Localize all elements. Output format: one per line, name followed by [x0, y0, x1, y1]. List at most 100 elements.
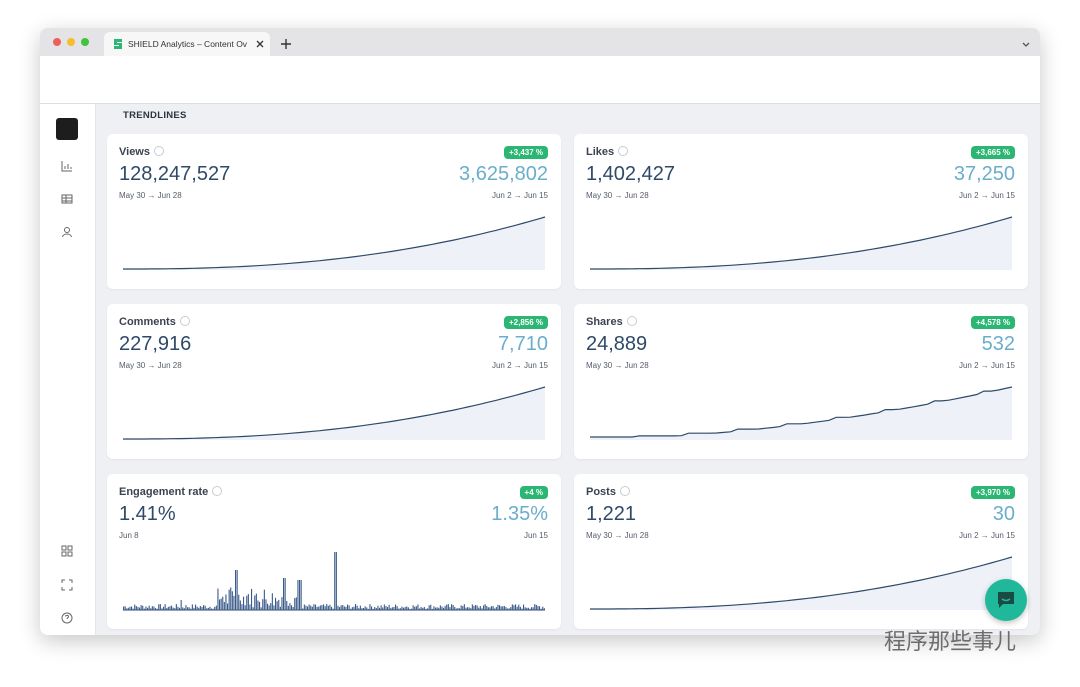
change-badge: +4 %	[519, 486, 548, 499]
spark-bar	[246, 595, 248, 610]
browser-window: SHIELD Analytics – Content Ov TRENDLINES…	[40, 28, 1040, 635]
spark-bar	[311, 606, 313, 610]
spark-bar	[385, 606, 387, 610]
spark-bar	[260, 607, 262, 610]
spark-bar	[267, 603, 269, 610]
section-title: TRENDLINES	[123, 110, 187, 121]
spark-bar	[291, 605, 293, 610]
spark-bar	[185, 605, 187, 610]
spark-bar	[419, 608, 421, 610]
spark-bar	[443, 607, 445, 610]
minimize-button[interactable]	[67, 38, 75, 46]
spark-bar	[227, 603, 229, 610]
spark-bar	[321, 605, 323, 610]
spark-bar	[287, 605, 289, 610]
sidebar	[40, 104, 96, 635]
metric-card: Engagement rate 1.41% 1.35% +4 % Jun 8 Jun 15	[107, 474, 561, 629]
nav-chart-icon[interactable]	[61, 160, 73, 172]
spark-bar	[318, 606, 320, 610]
spark-bar	[281, 597, 283, 610]
spark-bar	[222, 596, 224, 610]
spark-bar	[422, 607, 424, 610]
change-badge: +3,665 %	[970, 146, 1015, 159]
spark-bar	[435, 607, 437, 610]
nav-table-icon[interactable]	[61, 193, 73, 205]
chat-icon	[998, 592, 1014, 608]
spark-bar	[526, 607, 528, 610]
spark-bar	[361, 608, 363, 610]
spark-bar	[431, 608, 433, 610]
metric-name: Shares	[586, 316, 623, 328]
tab-title: SHIELD Analytics – Content Ov	[128, 39, 248, 49]
spark-bar	[374, 607, 376, 610]
tab-close[interactable]	[256, 40, 264, 48]
spark-bar	[135, 606, 137, 610]
spark-bar	[515, 604, 517, 610]
sparkline	[123, 552, 545, 611]
spark-bar	[505, 607, 507, 610]
spark-bar	[289, 603, 291, 610]
spark-bar	[375, 608, 377, 610]
spark-bar	[230, 587, 232, 610]
spark-bar	[337, 605, 339, 610]
sparkline-line	[123, 216, 546, 270]
metric-name: Views	[119, 146, 150, 158]
spark-bar	[502, 606, 504, 610]
spark-bar	[423, 607, 425, 610]
change-badge: +2,856 %	[503, 316, 548, 329]
spark-bar	[398, 608, 400, 610]
fullscreen-icon[interactable]	[61, 579, 73, 591]
maximize-button[interactable]	[81, 38, 89, 46]
spark-bar	[462, 606, 464, 610]
total-value: 1.41%	[119, 503, 176, 525]
spark-bar	[299, 580, 301, 610]
spark-bar	[524, 607, 526, 610]
spark-bar	[428, 605, 430, 610]
spark-bar	[473, 605, 475, 610]
spark-bar	[492, 606, 494, 610]
spark-bar	[430, 604, 432, 610]
spark-bar	[252, 607, 254, 610]
new-tab-button[interactable]	[280, 38, 292, 50]
close-button[interactable]	[53, 38, 61, 46]
spark-bar	[507, 608, 509, 610]
spark-bar	[484, 604, 486, 610]
spark-bar	[303, 604, 305, 610]
spark-bar	[286, 600, 288, 610]
metric-label: Views	[119, 146, 164, 158]
sparkline-line	[590, 556, 1013, 610]
recent-range: Jun 15	[523, 531, 548, 540]
sparkline-area	[590, 557, 1012, 610]
spark-bar	[340, 605, 342, 610]
sparkline	[123, 216, 546, 270]
spark-bar	[131, 606, 133, 610]
spark-bar	[270, 603, 272, 610]
sparkline	[123, 386, 546, 440]
spark-bar	[367, 608, 369, 610]
spark-bar	[308, 604, 310, 610]
browser-tab[interactable]: SHIELD Analytics – Content Ov	[104, 32, 270, 56]
avatar[interactable]	[56, 118, 78, 140]
nav-user-icon[interactable]	[61, 226, 73, 238]
chat-button[interactable]	[985, 579, 1027, 621]
spark-bar	[147, 607, 149, 610]
spark-bar	[387, 607, 389, 610]
sparkline-area	[123, 387, 545, 440]
spark-bar	[319, 605, 321, 610]
recent-range: Jun 2 → Jun 15	[958, 531, 1015, 540]
spark-bar	[292, 606, 294, 610]
spark-bar	[366, 607, 368, 610]
spark-bar	[239, 600, 241, 610]
spark-bar	[251, 588, 253, 610]
grid-icon[interactable]	[61, 545, 73, 557]
tab-menu[interactable]	[1021, 40, 1031, 50]
metric-label: Shares	[586, 316, 637, 328]
tab-bar: SHIELD Analytics – Content Ov	[40, 28, 1040, 56]
spark-bar	[254, 595, 256, 610]
spark-bar	[417, 604, 419, 610]
help-icon[interactable]	[61, 612, 73, 624]
spark-bar	[393, 606, 395, 610]
spark-bar	[219, 599, 221, 610]
spark-bar	[401, 606, 403, 610]
change-badge: +4,578 %	[970, 316, 1015, 329]
